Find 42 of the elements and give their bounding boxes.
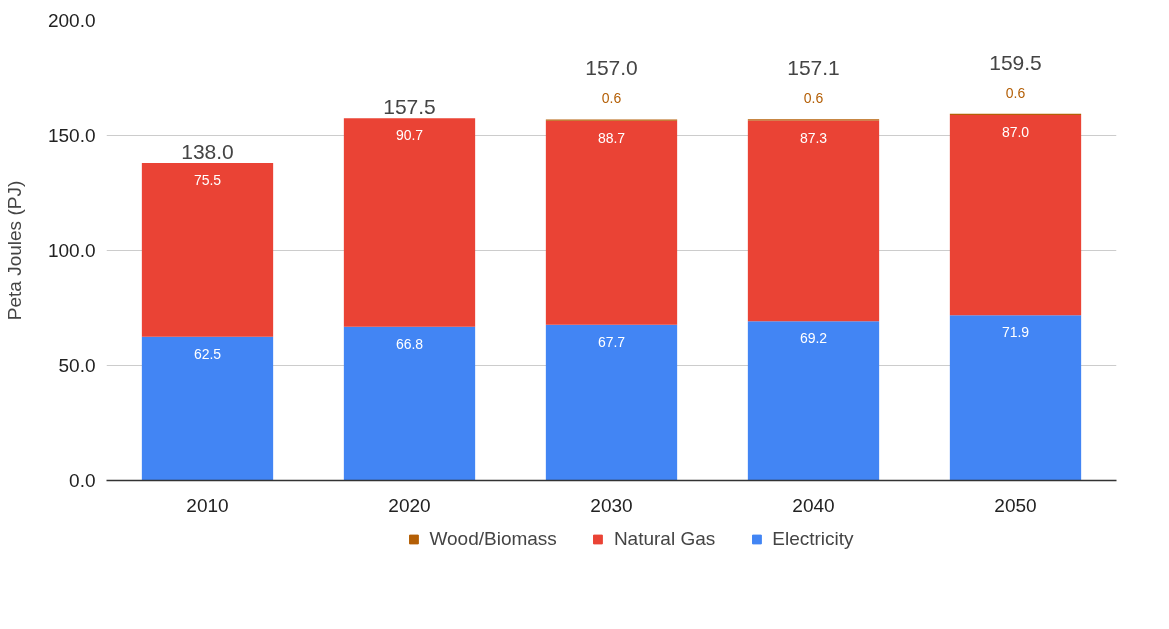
bar [747,321,880,481]
data-label: 0.6 [601,90,622,107]
bar [545,324,678,481]
x-tick-label: 2020 [388,494,431,516]
y-tick-label: 0.0 [69,470,96,491]
data-label: 0.6 [1005,84,1026,101]
bar [141,336,274,481]
data-label: 87.0 [1001,124,1030,141]
x-tick-label: 2010 [186,494,229,516]
data-label: 69.2 [799,330,828,347]
legend-label: Wood/Biomass [429,528,557,550]
data-label: 62.5 [193,345,222,362]
y-tick-label: 50.0 [58,355,96,376]
total-label: 138.0 [181,140,234,164]
data-label: 90.7 [395,127,424,144]
total-label: 157.5 [383,95,436,119]
data-label: 66.8 [395,335,424,352]
data-label: 75.5 [193,172,222,189]
bar [545,120,678,325]
bar [949,115,1082,316]
x-tick-label: 2030 [590,494,633,516]
total-label: 157.1 [787,56,840,80]
total-label: 159.5 [989,50,1042,74]
y-tick-label: 100.0 [47,240,96,261]
data-label: 67.7 [597,333,626,350]
bar [343,118,476,327]
bar [141,163,274,337]
data-label: 87.3 [799,129,828,146]
total-label: 157.0 [585,56,638,80]
data-label: 0.6 [803,90,824,107]
legend-label: Natural Gas [613,528,716,550]
data-label: 71.9 [1001,324,1030,341]
legend-label: Electricity [772,528,854,550]
y-tick-label: 200.0 [47,10,96,31]
y-axis-title: Peta Joules (PJ) [3,180,25,321]
data-label: 88.7 [597,129,626,146]
bar [747,120,880,322]
bar [343,326,476,481]
x-tick-label: 2050 [994,494,1037,516]
x-tick-label: 2040 [792,494,835,516]
bar [949,315,1082,481]
y-tick-label: 150.0 [47,125,96,146]
